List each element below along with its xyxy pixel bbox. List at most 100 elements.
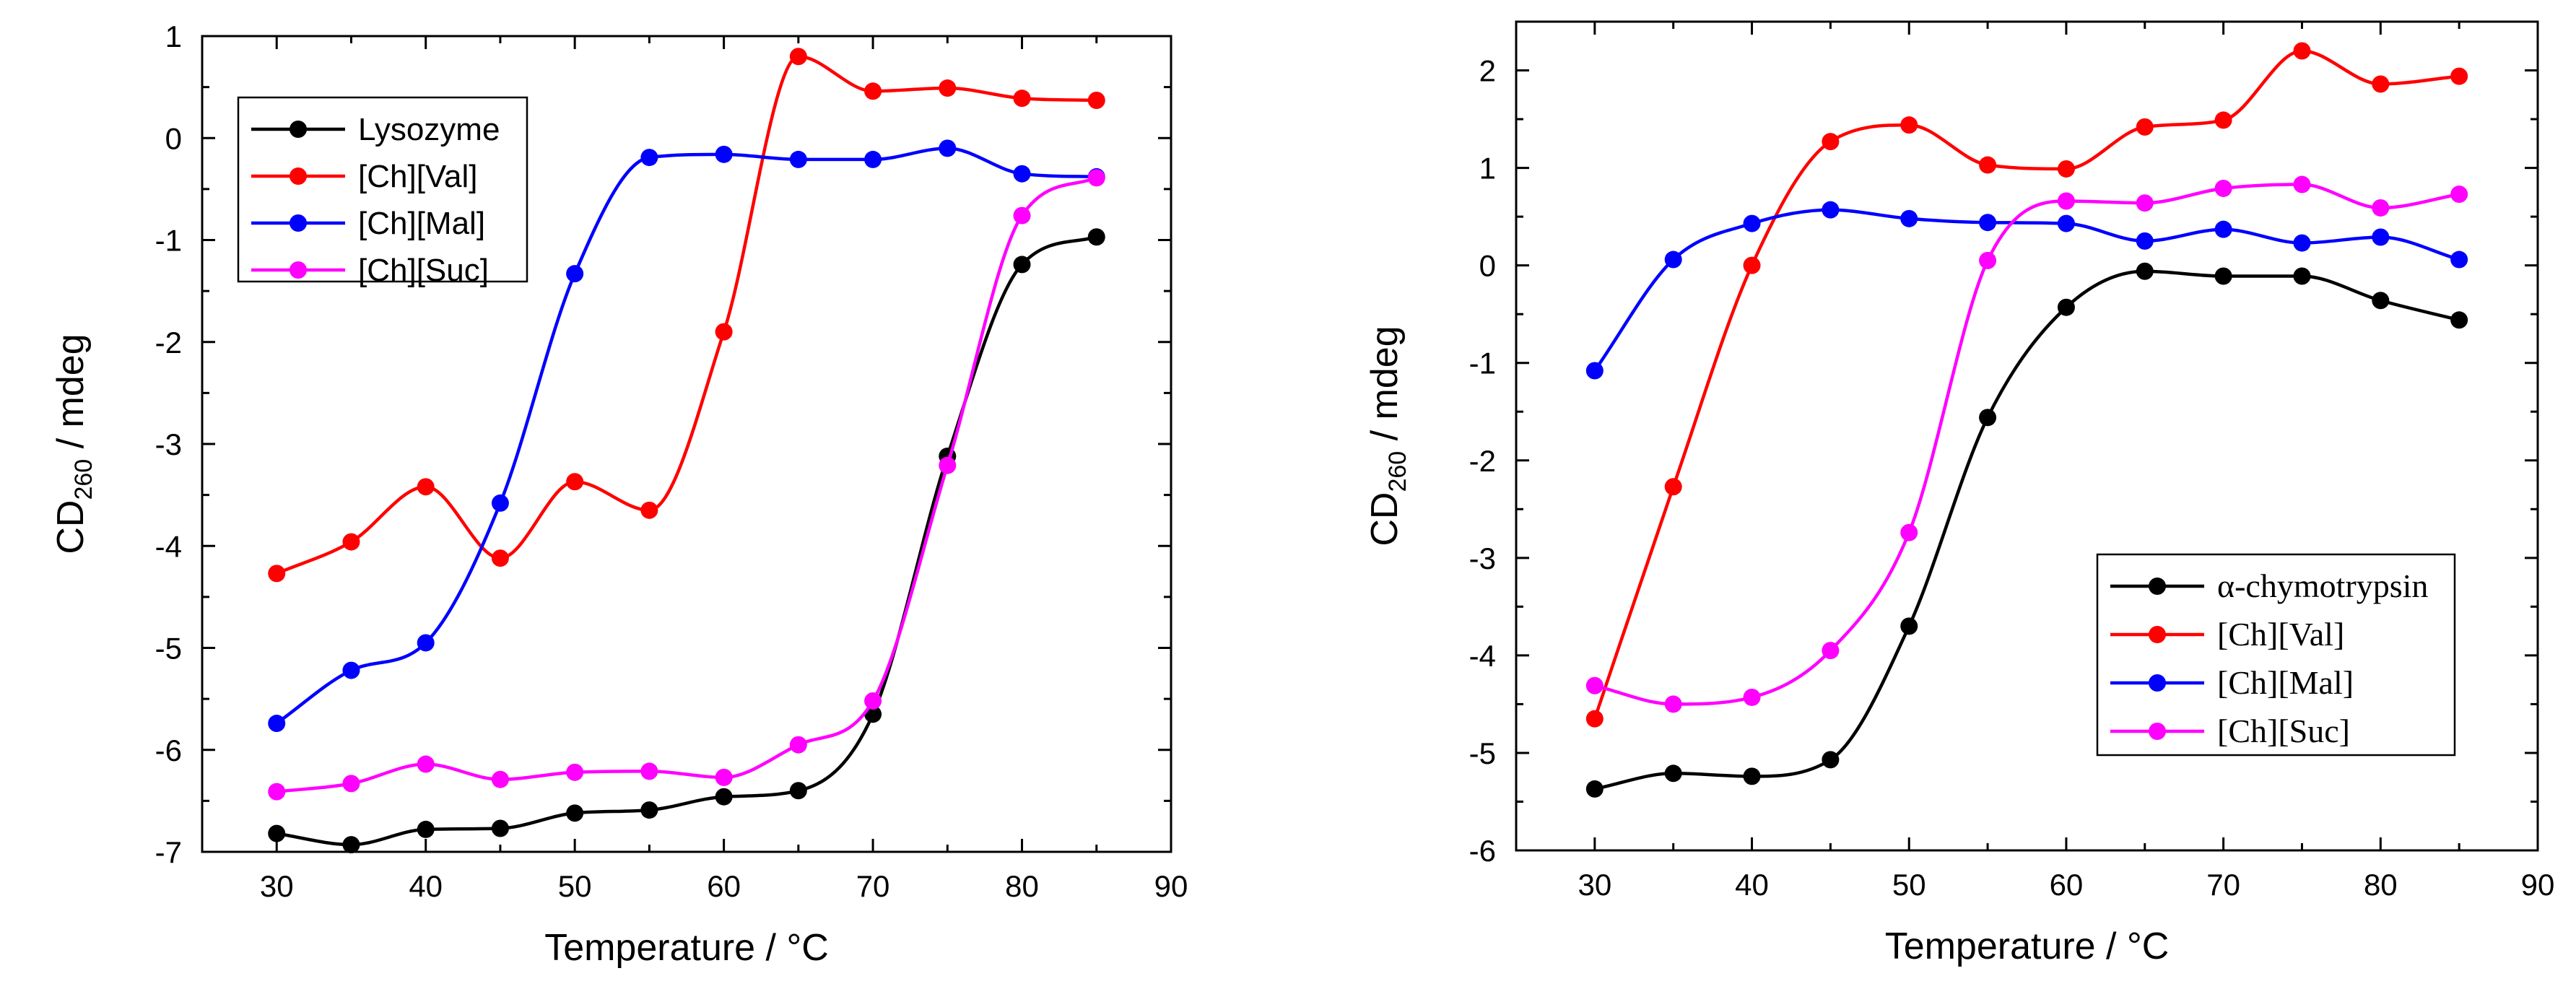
data-point — [864, 82, 882, 100]
data-point — [1013, 256, 1031, 274]
data-point — [939, 79, 957, 97]
data-point — [1013, 165, 1031, 183]
y-tick-label: 0 — [1479, 249, 1496, 283]
y-tick-label: -7 — [155, 835, 182, 869]
legend-marker — [290, 261, 307, 279]
data-point — [1900, 617, 1918, 635]
data-point — [566, 265, 584, 283]
x-axis-title: Temperature / °C — [544, 927, 829, 969]
data-point — [789, 736, 807, 754]
y-tick-label: -6 — [1469, 834, 1496, 868]
legend-marker — [2149, 578, 2166, 595]
y-tick-label: -1 — [155, 224, 182, 258]
data-point — [268, 715, 286, 733]
x-tick-label: 90 — [2521, 868, 2555, 902]
legend-marker — [2149, 723, 2166, 740]
data-point — [2136, 118, 2154, 136]
y-tick-label: -2 — [1469, 444, 1496, 478]
x-tick-label: 80 — [2364, 868, 2398, 902]
y-tick-label: -3 — [155, 427, 182, 461]
series-line — [276, 235, 1097, 847]
y-tick-label: -6 — [155, 733, 182, 767]
legend-label: [Ch][Mal] — [358, 206, 485, 241]
data-point — [2214, 220, 2232, 238]
x-tick-label: 80 — [1005, 869, 1039, 903]
data-point — [566, 473, 584, 491]
y-axis-title: CD260 / mdeg — [50, 334, 97, 554]
data-point — [1585, 780, 1604, 798]
x-tick-label: 70 — [2206, 868, 2240, 902]
series-line — [1593, 208, 2460, 372]
data-point — [491, 770, 509, 788]
data-point — [1013, 90, 1031, 108]
data-point — [1743, 688, 1761, 706]
y-tick-label: -4 — [155, 529, 182, 563]
data-point — [1664, 250, 1682, 269]
y-tick-label: -4 — [1469, 639, 1496, 673]
data-point — [939, 456, 957, 474]
data-point — [1585, 362, 1604, 380]
data-point — [715, 323, 733, 341]
y-axis-title: CD260 / mdeg — [1364, 326, 1411, 546]
data-point — [491, 549, 509, 567]
legend-marker — [2149, 674, 2166, 692]
data-point — [2450, 67, 2468, 85]
data-point — [1900, 523, 1918, 541]
legend-marker — [290, 121, 307, 138]
data-point — [789, 48, 807, 66]
data-point — [2293, 175, 2311, 193]
data-point — [1979, 409, 1997, 427]
x-tick-label: 90 — [1154, 869, 1188, 903]
data-point — [1013, 206, 1031, 225]
y-tick-label: -3 — [1469, 541, 1496, 575]
data-point — [268, 783, 286, 801]
y-tick-label: 1 — [1479, 152, 1496, 186]
data-point — [715, 788, 733, 806]
data-point — [1979, 156, 1997, 174]
data-point — [1664, 695, 1682, 713]
data-point — [2293, 42, 2311, 60]
data-point — [268, 565, 286, 583]
legend-label: [Ch][Suc] — [2217, 713, 2350, 749]
data-point — [2057, 160, 2075, 178]
data-point — [2136, 194, 2154, 212]
data-point — [2136, 232, 2154, 250]
data-point — [1585, 710, 1604, 728]
x-tick-label: 50 — [1892, 868, 1926, 902]
data-point — [640, 801, 658, 819]
y-tick-label: 1 — [165, 19, 182, 53]
data-point — [342, 836, 360, 854]
data-point — [864, 692, 882, 710]
data-point — [1585, 676, 1604, 694]
y-tick-label: -2 — [155, 326, 182, 360]
y-tick-label: -5 — [1469, 736, 1496, 770]
data-point — [342, 661, 360, 679]
data-point — [1979, 214, 1997, 232]
data-point — [1900, 209, 1918, 227]
legend-label: [Ch][Val] — [358, 159, 477, 194]
data-point — [1822, 751, 1840, 769]
data-point — [2057, 192, 2075, 210]
data-point — [1743, 256, 1761, 274]
legend-marker — [290, 167, 307, 185]
data-point — [417, 820, 435, 838]
data-point — [715, 768, 733, 786]
y-tick-label: 2 — [1479, 54, 1496, 88]
data-point — [2372, 75, 2390, 93]
data-point — [2372, 228, 2390, 246]
data-point — [2450, 311, 2468, 329]
data-point — [1822, 642, 1840, 660]
y-tick-label: -5 — [155, 632, 182, 666]
data-point — [640, 762, 658, 780]
data-point — [1900, 116, 1918, 134]
data-point — [2136, 262, 2154, 280]
data-point — [939, 139, 957, 157]
plot-frame — [1515, 20, 2539, 852]
data-point — [342, 775, 360, 793]
x-tick-label: 40 — [409, 869, 443, 903]
data-point — [491, 494, 509, 512]
x-tick-label: 30 — [1578, 868, 1611, 902]
x-tick-label: 60 — [707, 869, 741, 903]
data-point — [2450, 250, 2468, 269]
data-point — [2214, 111, 2232, 129]
